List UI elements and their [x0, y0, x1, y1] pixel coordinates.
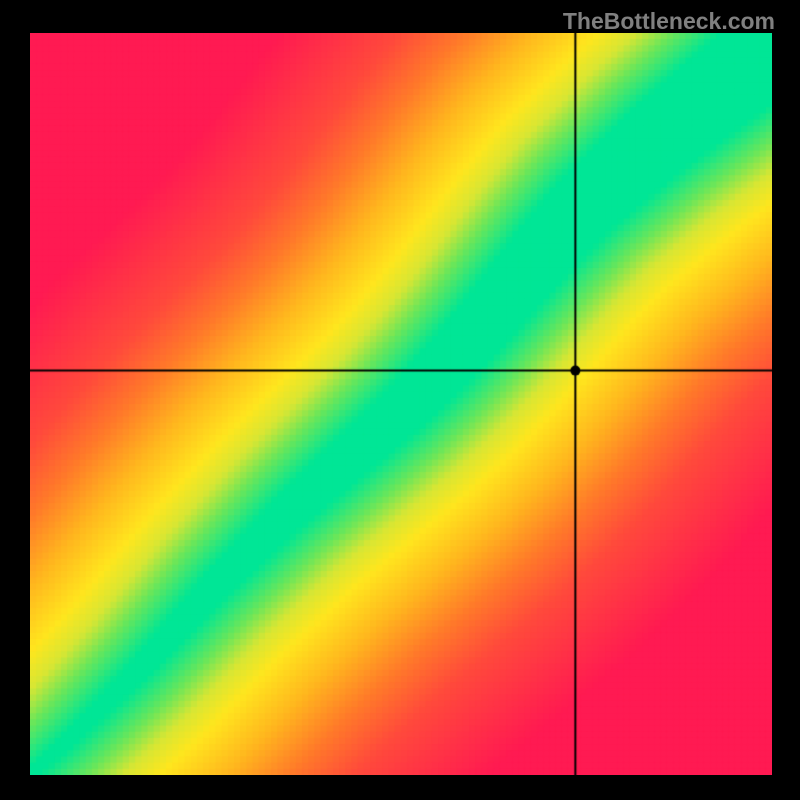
chart-container: TheBottleneck.com [0, 0, 800, 800]
bottleneck-heatmap [30, 33, 772, 775]
watermark-text: TheBottleneck.com [563, 8, 775, 35]
